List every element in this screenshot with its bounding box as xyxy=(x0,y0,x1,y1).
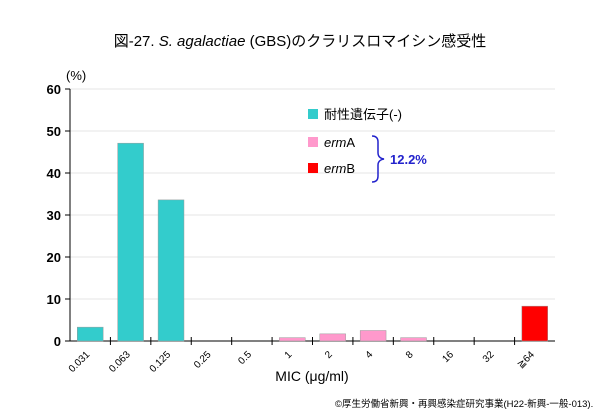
brace xyxy=(371,135,385,183)
x-tick-label: 0.25 xyxy=(192,349,214,371)
bar-ermA xyxy=(319,333,346,342)
legend-swatch xyxy=(308,109,318,119)
y-tick-label: 10 xyxy=(47,292,61,307)
title-species: S. agalactiae xyxy=(158,33,246,50)
bar-ermA xyxy=(279,337,306,342)
x-tick-label: 0.125 xyxy=(148,349,174,375)
x-axis-label: MIC (μg/ml) xyxy=(275,368,348,384)
bar- xyxy=(77,326,104,342)
footer-credit: ©厚生労働省新興・再興感染症研究事業(H22-新興-一般-013). xyxy=(335,399,594,410)
x-tick-label: 0.063 xyxy=(107,349,133,375)
x-tick-label: 0.031 xyxy=(67,349,93,375)
annotation-total: 12.2% xyxy=(390,152,427,167)
y-tick-label: 60 xyxy=(47,82,61,97)
x-tick-label: 4 xyxy=(364,349,376,361)
x-tick-label: 2 xyxy=(323,349,335,361)
legend-swatch xyxy=(308,137,318,147)
title-prefix: 図-27. xyxy=(113,33,159,50)
bar- xyxy=(157,199,185,342)
x-tick-label: ≧64 xyxy=(515,349,537,371)
legend-label: 耐性遺伝子(-) xyxy=(324,107,402,122)
y-tick-label: 40 xyxy=(47,166,61,181)
y-tick-label: 20 xyxy=(47,250,61,265)
bar- xyxy=(117,142,144,342)
bar-ermB xyxy=(521,305,548,342)
x-tick-label: 8 xyxy=(404,349,416,361)
legend-label: ermB xyxy=(324,161,355,176)
bar-ermA xyxy=(400,337,427,342)
x-tick-label: 1 xyxy=(283,349,295,361)
chart-title: 図-27. S. agalactiae (GBS)のクラリスロマイシン感受性 xyxy=(0,30,600,51)
bar-ermA xyxy=(359,330,387,342)
y-axis-label: (%) xyxy=(66,68,86,83)
y-tick-label: 30 xyxy=(47,208,61,223)
x-tick-label: 16 xyxy=(440,349,456,365)
x-tick-label: 32 xyxy=(481,349,497,365)
legend-swatch xyxy=(308,163,318,173)
y-tick-label: 50 xyxy=(47,124,61,139)
legend-label: ermA xyxy=(324,135,355,150)
title-suffix: (GBS)のクラリスロマイシン感受性 xyxy=(245,33,487,50)
x-tick-label: 0.5 xyxy=(236,349,254,367)
y-tick-label: 0 xyxy=(54,334,61,349)
